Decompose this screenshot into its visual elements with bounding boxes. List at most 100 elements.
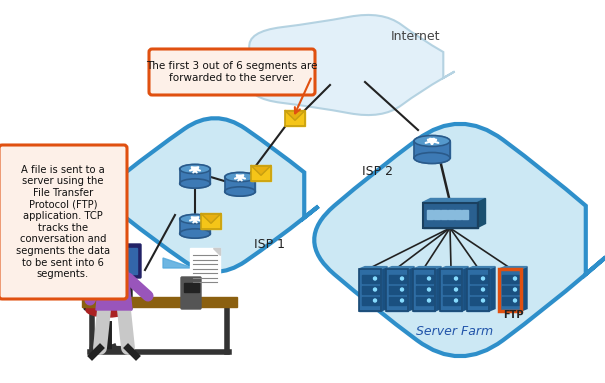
- FancyBboxPatch shape: [180, 219, 211, 234]
- FancyBboxPatch shape: [448, 210, 454, 218]
- Polygon shape: [408, 267, 414, 311]
- Ellipse shape: [180, 179, 211, 188]
- FancyBboxPatch shape: [362, 285, 379, 293]
- FancyBboxPatch shape: [414, 141, 450, 158]
- Polygon shape: [422, 198, 485, 203]
- Text: ISP 2: ISP 2: [362, 165, 393, 178]
- FancyBboxPatch shape: [224, 177, 255, 192]
- Ellipse shape: [401, 277, 404, 280]
- FancyBboxPatch shape: [84, 278, 132, 310]
- FancyBboxPatch shape: [441, 210, 447, 218]
- Polygon shape: [251, 165, 271, 175]
- FancyBboxPatch shape: [359, 269, 381, 311]
- Polygon shape: [477, 198, 485, 228]
- Polygon shape: [435, 267, 441, 311]
- Polygon shape: [499, 267, 527, 269]
- Ellipse shape: [454, 299, 457, 302]
- Polygon shape: [489, 267, 495, 311]
- Polygon shape: [467, 267, 495, 269]
- Ellipse shape: [104, 251, 124, 273]
- Polygon shape: [413, 267, 441, 269]
- FancyBboxPatch shape: [416, 285, 433, 293]
- Ellipse shape: [482, 277, 485, 280]
- Ellipse shape: [414, 136, 450, 147]
- Polygon shape: [386, 267, 414, 269]
- PathPatch shape: [249, 15, 455, 115]
- FancyBboxPatch shape: [502, 296, 518, 304]
- Text: FTP: FTP: [503, 310, 523, 320]
- Polygon shape: [381, 267, 387, 311]
- Ellipse shape: [373, 299, 376, 302]
- FancyBboxPatch shape: [388, 275, 405, 283]
- Polygon shape: [163, 258, 193, 268]
- FancyBboxPatch shape: [413, 269, 435, 311]
- FancyBboxPatch shape: [469, 275, 486, 283]
- Polygon shape: [285, 111, 305, 120]
- Ellipse shape: [104, 250, 124, 266]
- Ellipse shape: [454, 277, 457, 280]
- Polygon shape: [440, 267, 468, 269]
- FancyBboxPatch shape: [442, 285, 460, 293]
- PathPatch shape: [314, 124, 605, 356]
- FancyBboxPatch shape: [502, 285, 518, 293]
- FancyBboxPatch shape: [422, 203, 477, 228]
- FancyBboxPatch shape: [285, 111, 305, 126]
- Ellipse shape: [401, 288, 404, 291]
- FancyBboxPatch shape: [499, 269, 521, 311]
- FancyBboxPatch shape: [190, 248, 220, 288]
- Polygon shape: [96, 272, 132, 310]
- FancyBboxPatch shape: [440, 269, 462, 311]
- Text: A file is sent to a
server using the
File Transfer
Protocol (FTP)
application. T: A file is sent to a server using the Fil…: [16, 165, 110, 279]
- FancyBboxPatch shape: [149, 49, 315, 95]
- FancyBboxPatch shape: [0, 145, 127, 299]
- Ellipse shape: [454, 288, 457, 291]
- Text: The first 3 out of 6 segments are
forwarded to the server.: The first 3 out of 6 segments are forwar…: [146, 61, 318, 83]
- FancyBboxPatch shape: [416, 275, 433, 283]
- Ellipse shape: [514, 288, 517, 291]
- Ellipse shape: [373, 277, 376, 280]
- Ellipse shape: [401, 299, 404, 302]
- FancyBboxPatch shape: [251, 165, 271, 180]
- FancyBboxPatch shape: [469, 296, 486, 304]
- FancyBboxPatch shape: [181, 277, 201, 309]
- Ellipse shape: [482, 299, 485, 302]
- FancyBboxPatch shape: [180, 169, 211, 183]
- FancyBboxPatch shape: [386, 269, 408, 311]
- FancyBboxPatch shape: [455, 210, 461, 218]
- FancyBboxPatch shape: [201, 213, 221, 229]
- Text: ISP 1: ISP 1: [255, 238, 286, 251]
- FancyBboxPatch shape: [442, 296, 460, 304]
- FancyBboxPatch shape: [502, 275, 518, 283]
- Ellipse shape: [428, 299, 431, 302]
- Ellipse shape: [180, 164, 211, 174]
- Ellipse shape: [224, 187, 255, 196]
- FancyBboxPatch shape: [99, 244, 141, 278]
- FancyBboxPatch shape: [362, 296, 379, 304]
- Ellipse shape: [428, 288, 431, 291]
- Polygon shape: [521, 267, 527, 311]
- Text: Server Farm: Server Farm: [416, 325, 494, 338]
- Polygon shape: [462, 267, 468, 311]
- Ellipse shape: [482, 288, 485, 291]
- Ellipse shape: [224, 172, 255, 182]
- Ellipse shape: [180, 214, 211, 224]
- FancyBboxPatch shape: [388, 285, 405, 293]
- Ellipse shape: [514, 299, 517, 302]
- Polygon shape: [359, 267, 387, 269]
- FancyBboxPatch shape: [388, 296, 405, 304]
- Polygon shape: [213, 248, 220, 255]
- FancyBboxPatch shape: [462, 210, 468, 218]
- FancyBboxPatch shape: [427, 210, 433, 218]
- Ellipse shape: [180, 229, 211, 238]
- Polygon shape: [201, 213, 221, 223]
- FancyBboxPatch shape: [362, 275, 379, 283]
- FancyBboxPatch shape: [442, 275, 460, 283]
- FancyBboxPatch shape: [434, 210, 440, 218]
- PathPatch shape: [111, 118, 318, 272]
- FancyBboxPatch shape: [183, 283, 198, 291]
- FancyBboxPatch shape: [103, 248, 137, 274]
- FancyBboxPatch shape: [469, 285, 486, 293]
- FancyBboxPatch shape: [467, 269, 489, 311]
- Ellipse shape: [373, 288, 376, 291]
- Ellipse shape: [414, 152, 450, 164]
